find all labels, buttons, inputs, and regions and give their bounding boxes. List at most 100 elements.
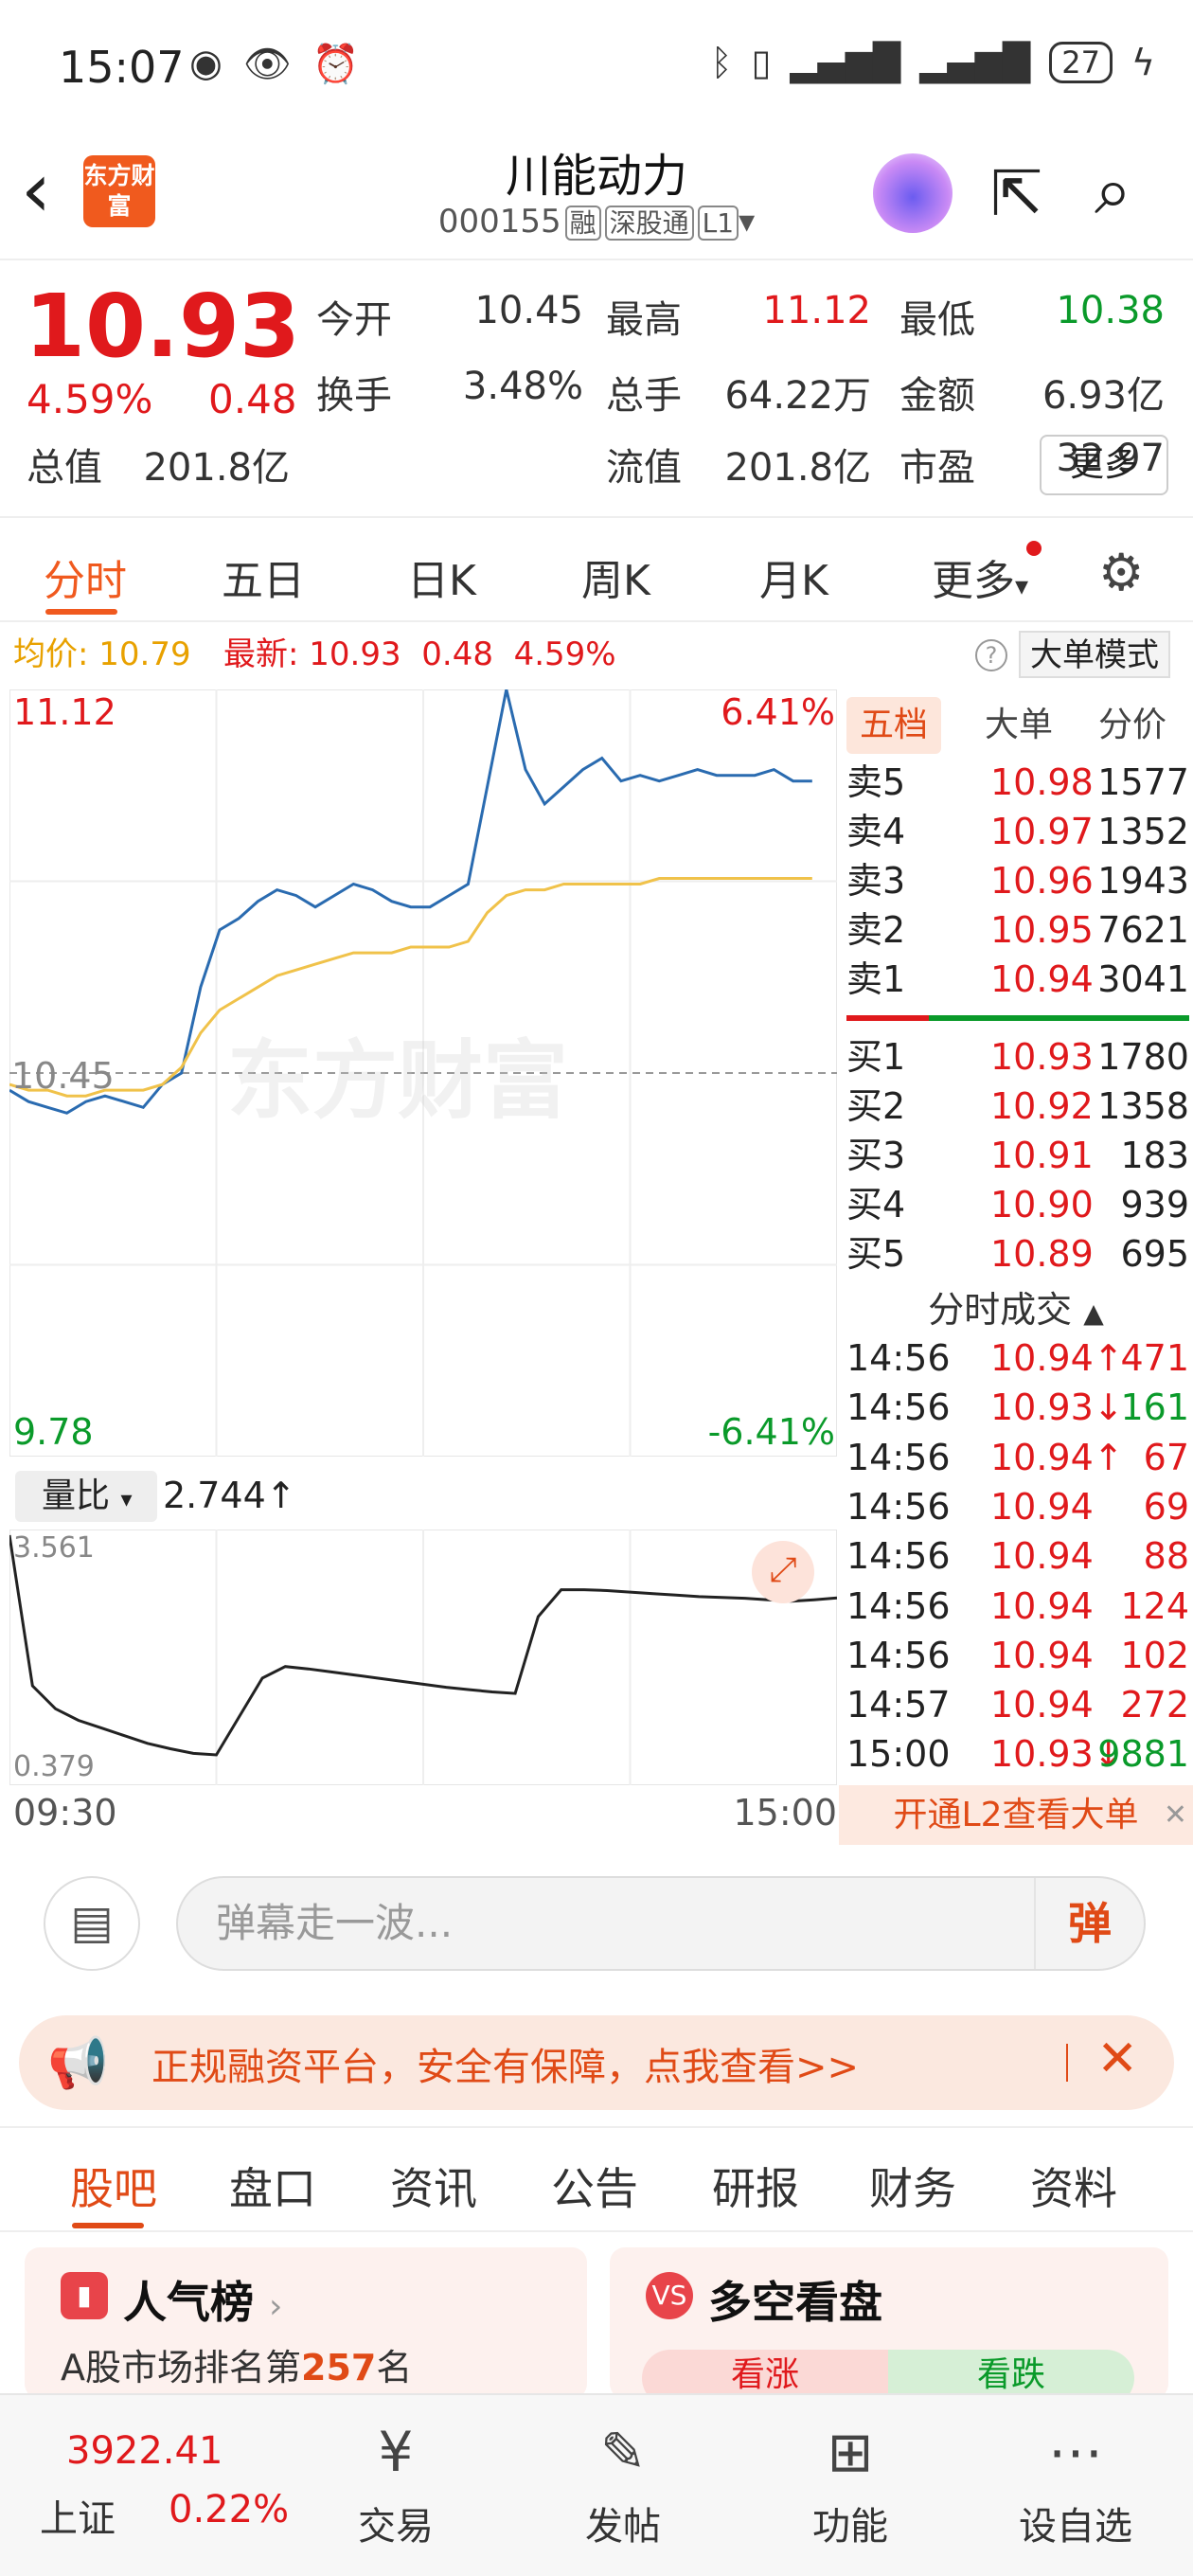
megaphone-icon: 📢 (47, 2035, 109, 2092)
tab-big-orders[interactable]: 大单 (985, 706, 1054, 744)
quote-label: 总值 (27, 446, 102, 490)
index-percent: 0.22% (169, 2488, 290, 2531)
last-label: 最新: (223, 635, 299, 673)
watermark: 东方财富 (227, 1031, 568, 1131)
grid-icon: ⊞ (827, 2420, 874, 2484)
index-value[interactable]: 3922.41 (66, 2429, 223, 2473)
gear-icon[interactable]: ⚙ (1098, 543, 1145, 602)
battery-icon: 27 (1049, 42, 1113, 83)
back-icon[interactable]: ‹ (21, 146, 51, 234)
nav-post[interactable]: ✎ 发帖 (547, 2414, 699, 2550)
popularity-rank: A股市场排名第257名 (61, 2347, 413, 2388)
bid-row[interactable]: 买2 10.92 1358 (846, 1085, 1189, 1127)
trade-row: 14:56 10.94↑ 471 (846, 1337, 1189, 1379)
tab-profile[interactable]: 资料 (1030, 2163, 1117, 2214)
danmaku-button[interactable]: 弹 (1034, 1878, 1144, 1969)
ad-text: 正规融资平台，安全有保障，点我查看>> (151, 2046, 860, 2089)
ask-row[interactable]: 卖4 10.97 1352 (846, 811, 1189, 852)
indicator-select[interactable]: 量比 ▾ (15, 1471, 157, 1522)
edit-icon: ✎ (599, 2420, 647, 2484)
close-icon[interactable]: ✕ (1163, 1798, 1187, 1832)
volume-ratio-line (8, 1534, 838, 1757)
vibrate-icon: ▯ (751, 42, 772, 83)
quote-value: 10.45 (474, 289, 583, 332)
l2-promo[interactable]: 开通L2查看大单 ✕ (839, 1785, 1193, 1845)
quote-label: 换手 (316, 374, 392, 418)
more-button[interactable]: 更多 (1040, 435, 1168, 495)
tag-level[interactable]: L1 (697, 206, 739, 241)
tab-research[interactable]: 研报 (712, 2163, 799, 2214)
low-label: 9.78 (13, 1411, 94, 1453)
expand-icon[interactable]: ⤢ (752, 1541, 814, 1603)
search-icon[interactable]: ⌕ (1095, 152, 1132, 229)
yen-icon: ¥ (378, 2420, 414, 2484)
ask-row[interactable]: 卖1 10.94 3041 (846, 958, 1189, 1000)
tab-announcements[interactable]: 公告 (551, 2163, 638, 2214)
tab-monthly[interactable]: 月K (759, 557, 828, 605)
index-name[interactable]: 上证 (40, 2497, 116, 2541)
change-amount: 0.48 (208, 376, 297, 422)
bid-row[interactable]: 买5 10.89 695 (846, 1233, 1189, 1275)
high-pct-label: 6.41% (721, 691, 835, 733)
bid-row[interactable]: 买4 10.90 939 (846, 1184, 1189, 1225)
chart-tabs: 分时 五日 日K 周K 月K 更多▾ ⚙ (0, 516, 1193, 622)
quote-label: 最高 (606, 298, 682, 342)
vs-icon: VS (646, 2272, 693, 2319)
tab-five-levels[interactable]: 五档 (846, 697, 942, 754)
trade-row: 14:56 10.93↓ 161 (846, 1386, 1189, 1429)
alarm-icon: ⏰ (312, 43, 360, 86)
bid-row[interactable]: 买1 10.93 1780 (846, 1036, 1189, 1078)
tab-price-volume[interactable]: 分价 (1098, 706, 1167, 744)
quote-value: 6.93亿 (1042, 374, 1165, 418)
tab-orderbook[interactable]: 盘口 (229, 2163, 316, 2214)
charging-icon: ϟ (1131, 42, 1155, 83)
vol-min-label: 0.379 (13, 1750, 95, 1783)
tab-intraday[interactable]: 分时 (44, 557, 127, 605)
help-icon[interactable]: ? (975, 639, 1007, 671)
bid-row[interactable]: 买3 10.91 183 (846, 1135, 1189, 1176)
quote-panel: 10.93 4.59% 0.48 今开 10.45 最高 11.12 最低 10.38 换手… (0, 260, 1193, 516)
settings-doc-icon[interactable]: ▤ (44, 1876, 140, 1971)
big-order-mode-button[interactable]: 大单模式 (1019, 631, 1170, 678)
quote-label: 流值 (606, 446, 682, 490)
volume-chart[interactable]: 3.561 0.379 ⤢ (8, 1529, 838, 1786)
trade-row: 14:56 10.94 124 (846, 1584, 1189, 1627)
caret-down-icon[interactable]: ▾ (739, 203, 756, 241)
nav-trade[interactable]: ¥ 交易 (320, 2414, 472, 2550)
nav-functions[interactable]: ⊞ 功能 (775, 2414, 926, 2550)
ad-banner[interactable]: 📢 正规融资平台，安全有保障，点我查看>> ✕ (19, 2015, 1174, 2110)
share-icon[interactable]: ⇱ (990, 157, 1043, 230)
price-chart-svg (9, 689, 838, 1458)
trade-row: 15:00 10.93↓ 9881 (846, 1733, 1189, 1776)
quote-label: 金额 (899, 374, 975, 418)
close-icon[interactable]: ✕ (1096, 2030, 1138, 2087)
popularity-title: 人气榜 › (123, 2277, 283, 2328)
bull-bear-card[interactable]: VS 多空看盘 看涨 看跌 (610, 2247, 1168, 2406)
tab-forum[interactable]: 股吧 (70, 2163, 157, 2214)
ask-row[interactable]: 卖2 10.95 7621 (846, 909, 1189, 951)
assistant-icon[interactable] (873, 153, 953, 233)
app-logo[interactable]: 东方财富 (83, 155, 155, 227)
tab-weekly[interactable]: 周K (581, 557, 650, 605)
popularity-card[interactable]: ▮ 人气榜 › A股市场排名第257名 (25, 2247, 587, 2399)
ask-row[interactable]: 卖5 10.98 1577 (846, 761, 1189, 803)
trades-title[interactable]: 分时成交 ▲ (928, 1289, 1104, 1331)
tab-daily[interactable]: 日K (407, 557, 476, 605)
quote-value: 3.48% (462, 365, 583, 408)
eye-icon: 👁 (242, 43, 292, 86)
more-dots-icon: ⋯ (1048, 2420, 1103, 2484)
intraday-chart[interactable]: 11.12 6.41% 9.78 -6.41% 10.45 东方财富 (9, 689, 838, 1458)
comment-bar: ▤ 弹幕走一波... 弹 (0, 1852, 1193, 1994)
tab-more[interactable]: 更多▾ (932, 557, 1029, 605)
last-value: 10.93 (309, 635, 401, 673)
quote-label: 市盈 (899, 446, 975, 490)
clock: 15:07 (59, 42, 185, 93)
danmaku-input[interactable]: 弹幕走一波... 弹 (176, 1876, 1146, 1971)
price-summary-bar: 均价: 10.79 最新: 10.93 0.48 4.59% ? 大单模式 (0, 624, 1193, 685)
tab-news[interactable]: 资讯 (390, 2163, 477, 2214)
nav-add-watchlist[interactable]: ⋯ 设自选 (1000, 2414, 1151, 2550)
tab-5day[interactable]: 五日 (222, 557, 305, 605)
ask-row[interactable]: 卖3 10.96 1943 (846, 860, 1189, 902)
trade-row: 14:56 10.94 102 (846, 1634, 1189, 1676)
tab-finance[interactable]: 财务 (869, 2163, 956, 2214)
